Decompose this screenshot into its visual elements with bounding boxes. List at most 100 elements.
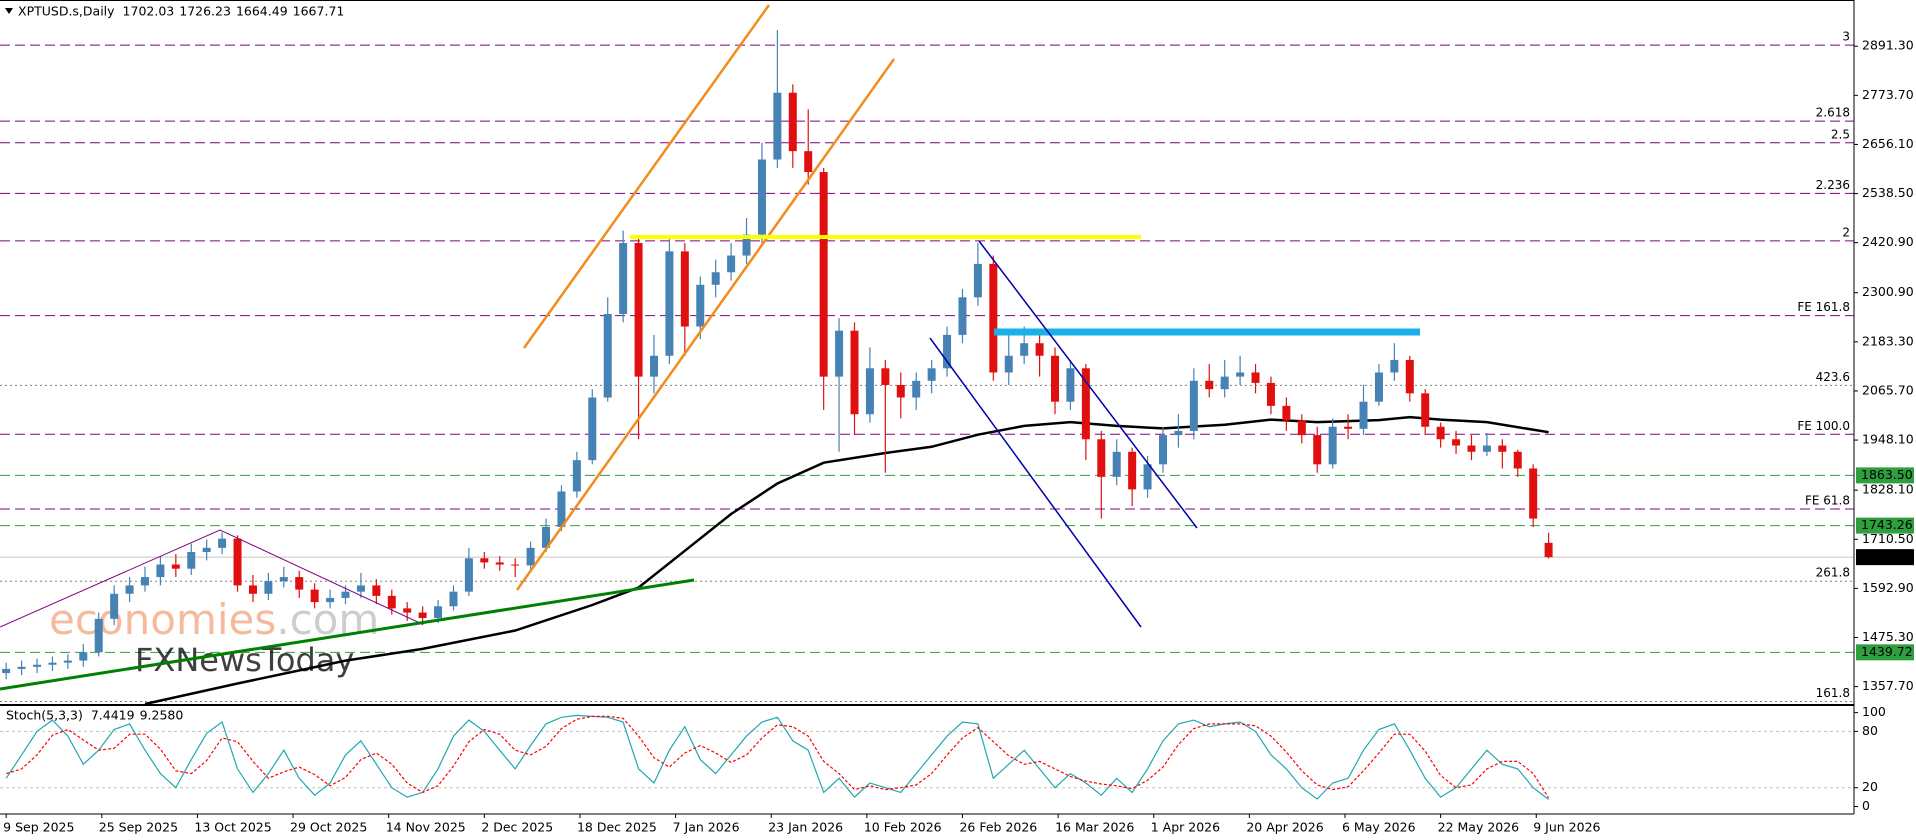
candle-body: [418, 612, 427, 618]
level-label: 423.6: [1816, 370, 1850, 384]
level-label: 261.8: [1816, 566, 1850, 580]
candle-body: [835, 330, 844, 377]
ohlc-open: 1702.03: [123, 4, 175, 19]
candle-body: [526, 547, 535, 566]
candle-body: [1344, 426, 1353, 429]
candle-body: [1297, 420, 1306, 436]
y-tick-label: 80: [1862, 723, 1878, 738]
y-tick-label: 1828.10: [1862, 482, 1914, 497]
y-tick-label: 20: [1862, 779, 1878, 794]
level-label: FE 61.8: [1805, 494, 1850, 508]
candle-body: [1328, 426, 1337, 465]
price-badge-label: 1863.50: [1861, 467, 1913, 482]
price-badge: [1856, 467, 1914, 484]
candle-body: [480, 558, 489, 563]
candle-body: [264, 581, 273, 594]
candle-body: [557, 491, 566, 527]
candle-body: [125, 585, 134, 594]
candle-body: [1529, 468, 1538, 519]
candle-body: [742, 234, 751, 256]
price-badge-label: 1743.26: [1861, 517, 1913, 532]
candle-body: [1359, 401, 1368, 429]
price-badge: [1856, 517, 1914, 534]
x-tick-label: 25 Sep 2025: [99, 820, 178, 835]
x-tick-label: 20 Apr 2026: [1246, 820, 1323, 835]
candle-body: [989, 263, 998, 373]
y-tick-label: 2773.70: [1862, 87, 1914, 102]
candle-body: [17, 666, 26, 669]
candle-body: [511, 564, 520, 566]
price-badge: [1856, 644, 1914, 661]
x-tick-label: 18 Dec 2025: [577, 820, 657, 835]
candle-body: [110, 593, 119, 619]
x-tick-label: 22 May 2026: [1438, 820, 1520, 835]
candle-body: [464, 558, 473, 592]
x-tick-label: 9 Sep 2025: [3, 820, 74, 835]
candle-body: [233, 538, 242, 586]
moving-average: [144, 415, 1549, 706]
header-icon: [5, 8, 13, 14]
candle-body: [1174, 430, 1183, 436]
candle-body: [649, 355, 658, 377]
candle-body: [156, 564, 165, 578]
watermark-part: .com: [276, 595, 379, 644]
candle-body: [757, 159, 766, 235]
ohlc-low: 1664.49: [236, 4, 288, 19]
x-tick-label: 23 Jan 2026: [768, 820, 843, 835]
candle-body: [387, 595, 396, 609]
candle-body: [372, 585, 381, 596]
y-tick-label: 1948.10: [1862, 432, 1914, 447]
levels: 3 2.618 2.5 2.236 2 FE 161.8 423.6 FE 100.0 FE 6…: [0, 30, 1854, 702]
candle-body: [1436, 426, 1445, 440]
candle-body: [634, 243, 643, 377]
y-tick-label: 1357.70: [1862, 678, 1914, 693]
candle-body: [1390, 359, 1399, 373]
level-label: 2.5: [1831, 127, 1850, 141]
candle-body: [33, 664, 42, 667]
stoch-main-readout: 7.4419: [91, 708, 135, 723]
candle-body: [927, 368, 936, 381]
candle-body: [665, 251, 674, 356]
candle-body: [973, 263, 982, 298]
candle-body: [696, 284, 705, 327]
y-tick-label: 2183.30: [1862, 333, 1914, 348]
candle-body: [588, 397, 597, 461]
candle-body: [804, 151, 813, 173]
candle-body: [1266, 382, 1275, 406]
y-tick-label: 1710.50: [1862, 531, 1914, 546]
ohlc-high: 1726.23: [179, 4, 231, 19]
candle-body: [356, 585, 365, 592]
y-tick-label: 2656.10: [1862, 136, 1914, 151]
channel-line: [522, 4, 771, 349]
x-tick-label: 10 Feb 2026: [864, 820, 942, 835]
x-tick-label: 16 Mar 2026: [1055, 820, 1134, 835]
drawings: [0, 4, 1420, 691]
watermark-text: economies.com: [49, 595, 379, 644]
x-tick-label: 2 Dec 2025: [481, 820, 553, 835]
candle-body: [1220, 376, 1229, 390]
y-tick-label: 2065.70: [1862, 382, 1914, 397]
candle-body: [48, 662, 57, 665]
candle-body: [1544, 542, 1553, 558]
candle-body: [881, 368, 890, 385]
stoch-title: Stoch(5,3,3): [6, 708, 83, 723]
candle-body: [495, 562, 504, 565]
stoch-signal-readout: 9.2580: [140, 708, 184, 723]
candle-body: [1498, 445, 1507, 452]
watermark-part: economies: [49, 595, 276, 644]
price-badge: [1856, 549, 1914, 566]
level-label: 161.8: [1816, 686, 1850, 700]
candle-body: [1051, 355, 1060, 402]
candle-body: [1128, 451, 1137, 490]
candle-body: [1004, 355, 1013, 373]
stochastic-panel: [0, 714, 1854, 800]
candle-body: [140, 577, 149, 586]
candle-body: [1251, 372, 1260, 383]
candle-body: [773, 92, 782, 160]
candle-body: [434, 606, 443, 618]
candle-body: [326, 597, 335, 603]
candle-body: [572, 460, 581, 492]
